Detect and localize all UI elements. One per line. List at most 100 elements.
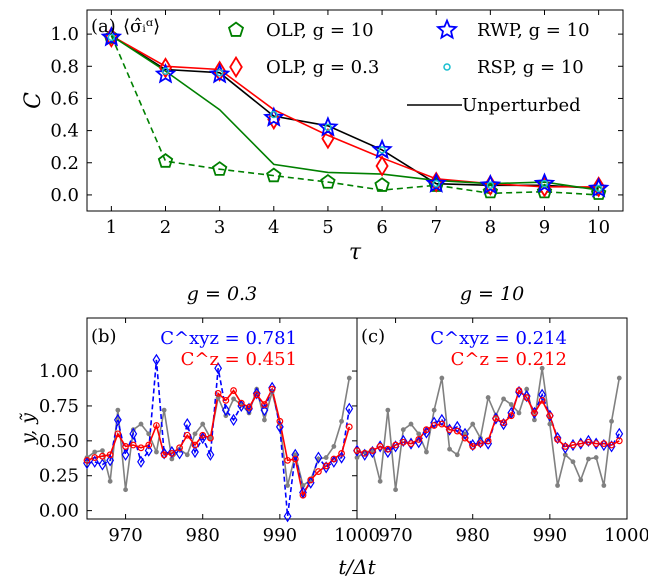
c-marker-circle-1: [361, 449, 369, 457]
b-marker-circle-1: [91, 454, 99, 461]
c-marker-circle-31: [592, 440, 600, 448]
legend-label-1: OLP, g = 0.3: [266, 57, 379, 78]
panel-a-marker-diamond-6: [429, 171, 443, 193]
panel-c-frame: [356, 317, 628, 520]
panel-a-marker-star-8: [533, 172, 556, 193]
c-marker-diamond-26: [553, 431, 562, 445]
panel-a-marker-pentagon-4: [320, 173, 336, 189]
c-marker-dot-8: [416, 431, 422, 437]
c-marker-circle-20: [507, 412, 515, 420]
panel-b-label: (b): [91, 326, 117, 347]
c-marker-circle-0: [353, 447, 361, 455]
c-marker-diamond-33: [607, 440, 616, 453]
panel-a-marker-circle-2: [215, 68, 224, 77]
y-tick-label-1.00: 1.00: [39, 361, 79, 382]
panel-b-annotation-z: C^z = 0.451: [181, 349, 297, 370]
panel-a-line-3: [110, 35, 599, 196]
c-marker-circle-19: [500, 419, 507, 427]
panel-b-lines: [86, 359, 351, 517]
c-marker-dot-27: [562, 452, 568, 458]
b-marker-dot-5: [123, 487, 128, 493]
panel-a-marker-circle-5: [378, 146, 386, 154]
c-marker-dot-19: [501, 396, 506, 402]
c-marker-diamond-34: [615, 427, 624, 440]
c-marker-diamond-11: [437, 413, 446, 427]
panel-a-marker-diamond-5: [375, 155, 389, 177]
b-marker-dot-34: [346, 375, 352, 381]
b-marker-circle-4: [114, 430, 122, 438]
c-marker-circle-17: [484, 437, 492, 445]
b-marker-circle-28: [299, 491, 307, 499]
legend-label-2: RWP, g = 10: [477, 20, 590, 41]
c-marker-diamond-2: [368, 445, 377, 459]
b-marker-diamond-6: [129, 427, 138, 440]
panel-a-marker-pentagon-1: [157, 153, 174, 168]
c-marker-dot-11: [439, 375, 445, 381]
panel-a-marker-diamond-9: [592, 176, 606, 198]
panel-a-marker-pentagon-2: [211, 161, 228, 176]
c-marker-diamond-19: [499, 417, 508, 431]
panel-a-marker-pentagon-5: [374, 177, 390, 192]
b-marker-dot-4: [115, 407, 121, 413]
panel-a-label: (a): [91, 16, 116, 37]
b-marker-circle-15: [199, 431, 207, 439]
c-marker-circle-12: [446, 426, 453, 434]
panel-a-marker-star-5: [371, 138, 393, 160]
x-tick-label-990: 990: [533, 525, 567, 546]
x-tick-label-6: 6: [376, 217, 387, 238]
c-marker-dot-30: [586, 456, 591, 462]
panel-c-ticks: 970 980 990 1000: [378, 318, 648, 546]
c-marker-dot-28: [570, 459, 576, 465]
panel-a-frame: [86, 9, 624, 212]
b-marker-diamond-16: [206, 448, 215, 461]
panel-a: 1 2 3 4 5 6 7 8 9 10 0.0 0.2 0.4 0.6 0.8 1.0 (a) ⟨σ̂ᵢᵅ⟩…: [21, 9, 624, 265]
b-marker-diamond-13: [183, 417, 192, 431]
b-marker-circle-19: [230, 387, 237, 394]
c-marker-dot-9: [424, 449, 429, 455]
b-marker-circle-33: [338, 449, 345, 457]
b-marker-circle-14: [191, 441, 199, 449]
c-marker-dot-32: [601, 483, 607, 488]
panel-a-marker-circle-4: [324, 123, 332, 132]
b-marker-circle-22: [253, 391, 261, 399]
b-marker-diamond-4: [113, 413, 122, 427]
y-tick-label-0.8: 0.8: [50, 56, 79, 77]
b-marker-circle-30: [315, 468, 322, 475]
panel-a-marker-star-7: [479, 173, 502, 195]
b-marker-diamond-11: [167, 445, 176, 459]
b-marker-diamond-14: [191, 445, 199, 459]
b-marker-circle-17: [214, 389, 222, 397]
panel-a-marker-pentagon-3: [266, 167, 282, 183]
b-marker-circle-8: [145, 441, 153, 449]
c-marker-diamond-13: [453, 420, 462, 433]
c-marker-dot-31: [593, 455, 599, 460]
c-marker-circle-2: [369, 447, 376, 455]
c-marker-diamond-24: [538, 388, 547, 401]
x-tick-label-970: 970: [378, 525, 412, 546]
y-tick-label-0.50: 0.50: [39, 431, 79, 452]
c-marker-dot-21: [516, 410, 522, 416]
c-marker-dot-23: [532, 417, 537, 423]
x-tick-label-1: 1: [106, 217, 117, 238]
c-marker-circle-8: [415, 436, 423, 443]
b-marker-circle-13: [183, 431, 191, 439]
b-marker-circle-21: [245, 403, 253, 411]
legend-marker-pentagon: [227, 21, 245, 37]
b-marker-dot-13: [184, 452, 190, 458]
c-marker-circle-25: [546, 412, 554, 420]
b-marker-diamond-30: [314, 451, 323, 464]
c-marker-dot-17: [485, 395, 491, 400]
panel-a-ticks: 1 2 3 4 5 6 7 8 9 10 0.0 0.2 0.4 0.6 0.8 1.0: [50, 10, 623, 238]
c-marker-diamond-6: [399, 434, 408, 447]
c-marker-dot-24: [539, 365, 545, 371]
c-marker-circle-24: [538, 396, 546, 404]
b-marker-diamond-8: [144, 444, 153, 457]
panel-b-ticks: 970 980 990 1000 0.00 0.25 0.50 0.75 1.00: [39, 318, 380, 546]
legend-label-0: OLP, g = 10: [266, 20, 374, 41]
b-marker-dot-3: [107, 478, 113, 484]
x-tick-label-980: 980: [456, 525, 490, 546]
c-marker-circle-4: [384, 445, 392, 453]
c-marker-circle-18: [492, 415, 500, 422]
panel-a-marker-circle-7: [486, 181, 495, 190]
x-tick-label-5: 5: [322, 217, 333, 238]
